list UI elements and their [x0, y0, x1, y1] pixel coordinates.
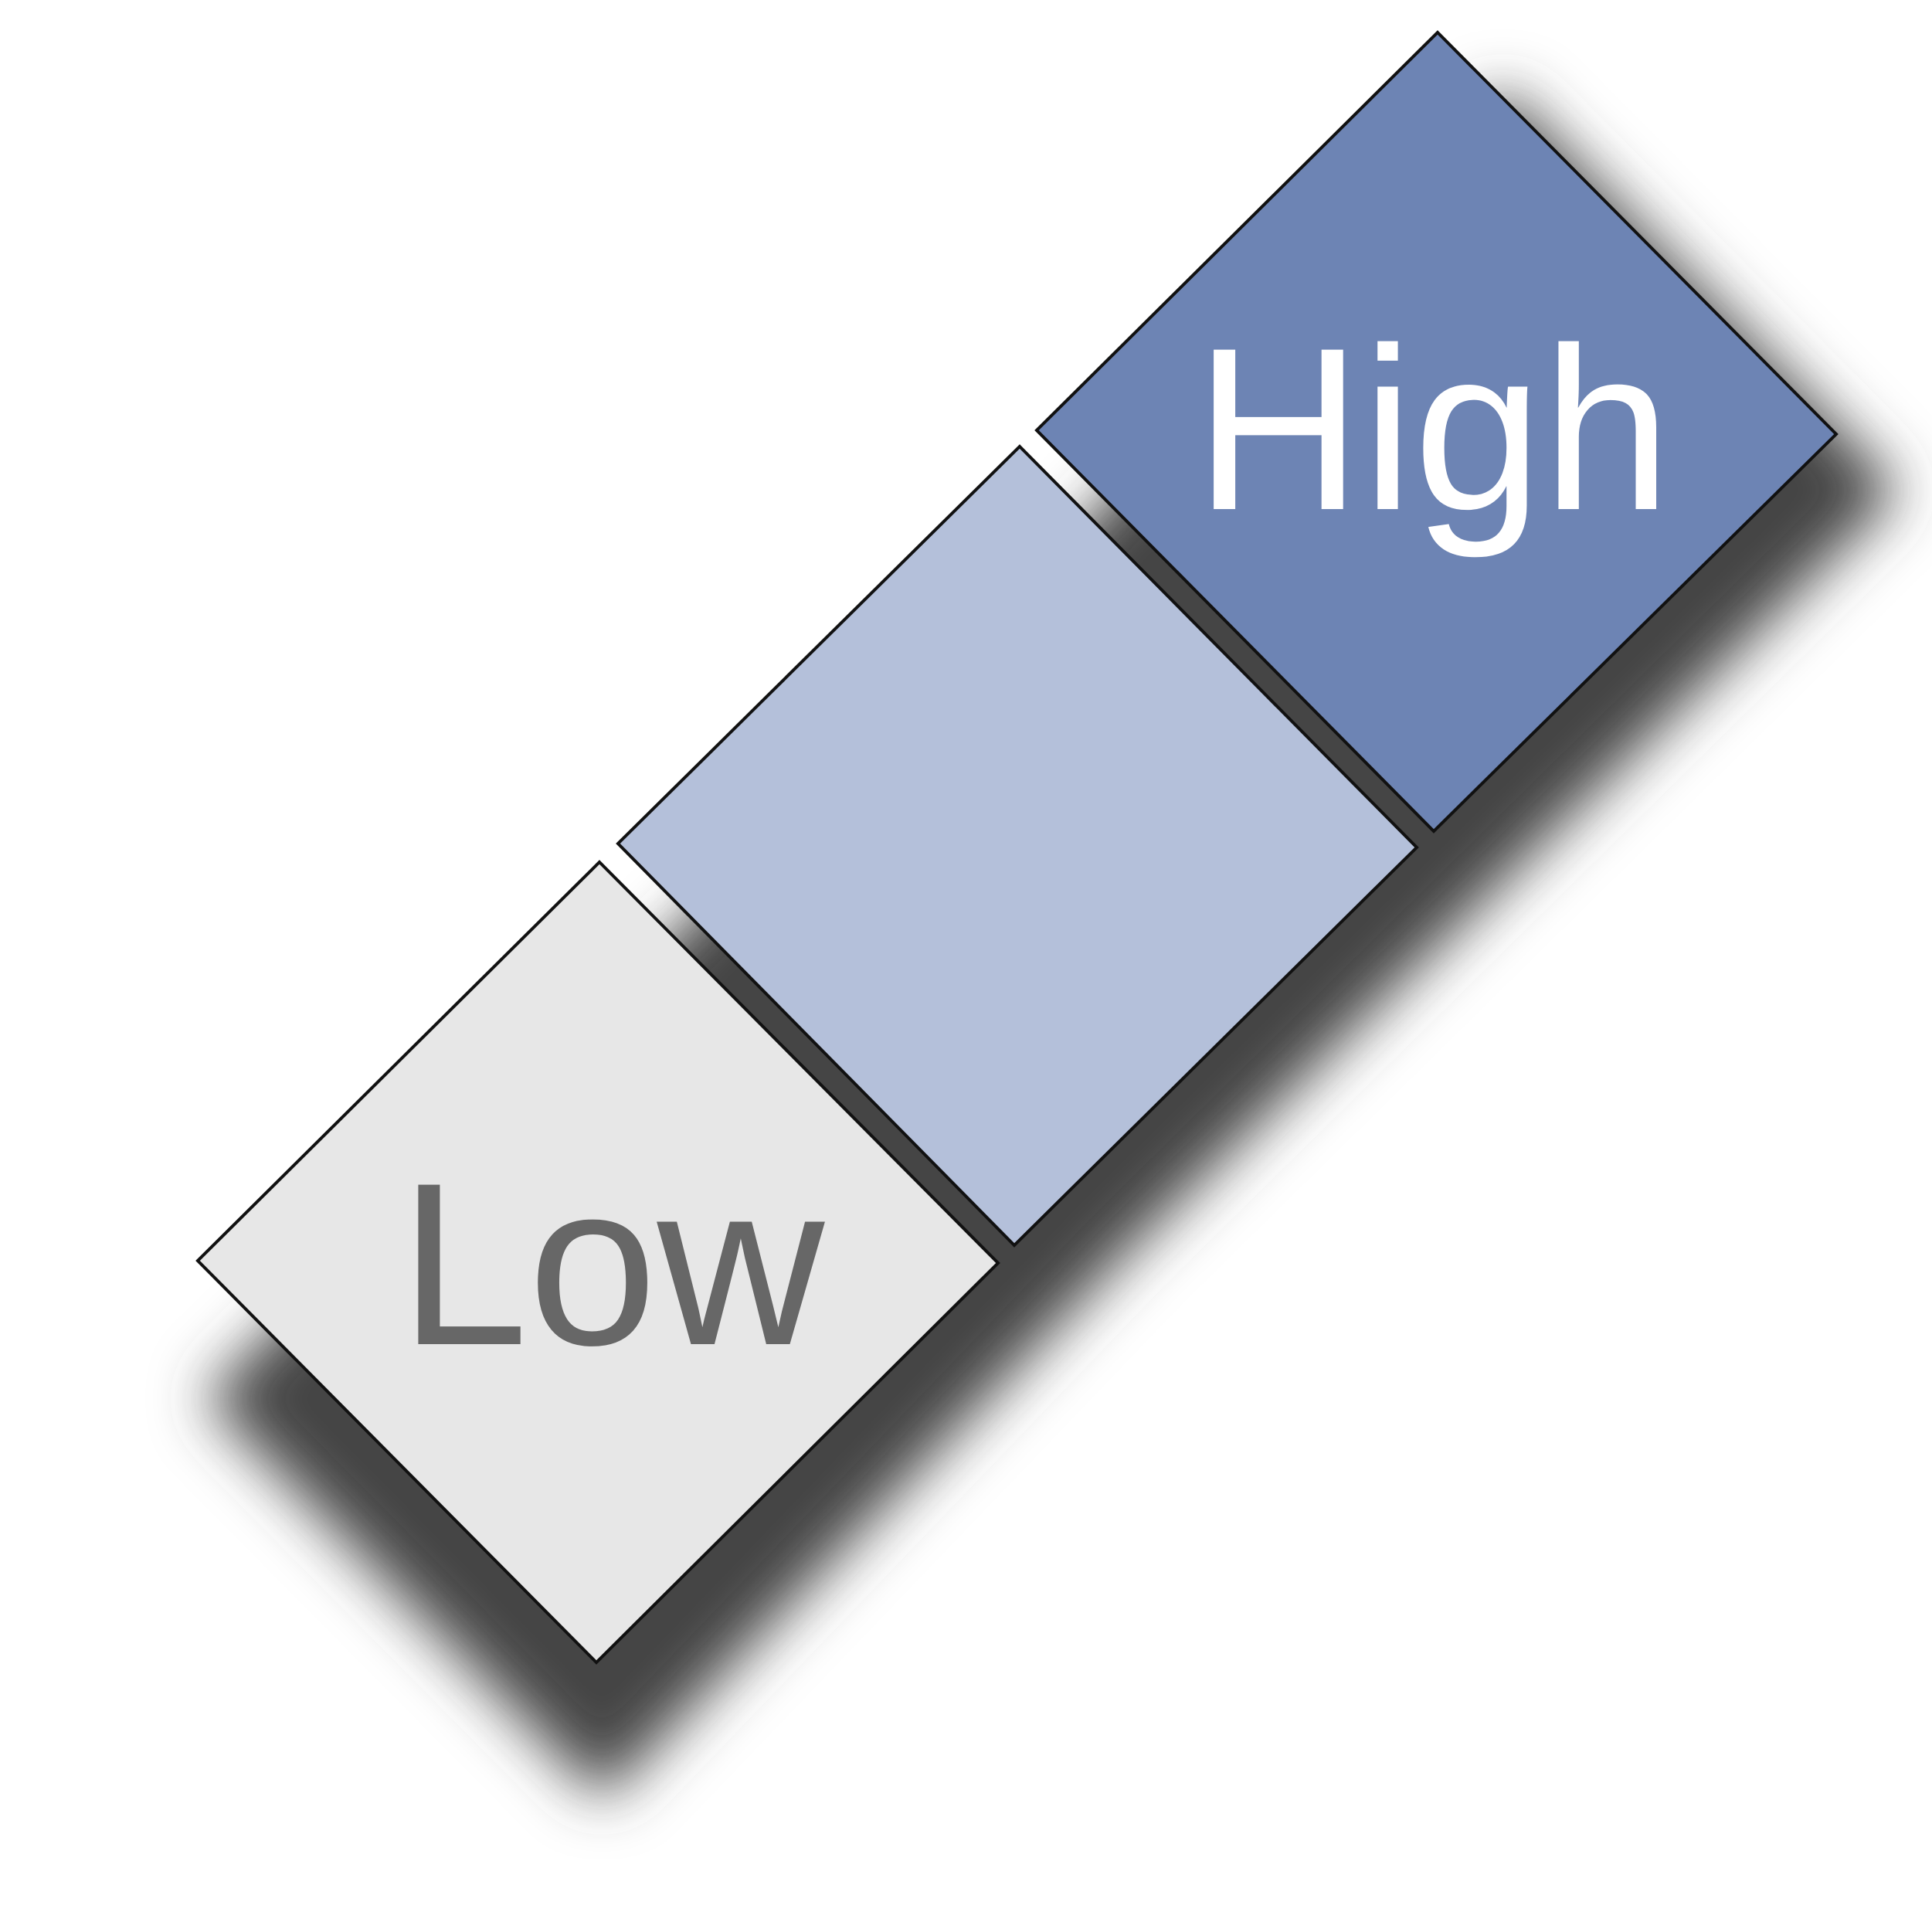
high-tile	[1034, 30, 1839, 834]
low-label: Low	[399, 1134, 827, 1394]
mid-tile	[616, 444, 1419, 1248]
high-label: High	[1195, 299, 1672, 560]
low-tile	[195, 860, 1000, 1665]
